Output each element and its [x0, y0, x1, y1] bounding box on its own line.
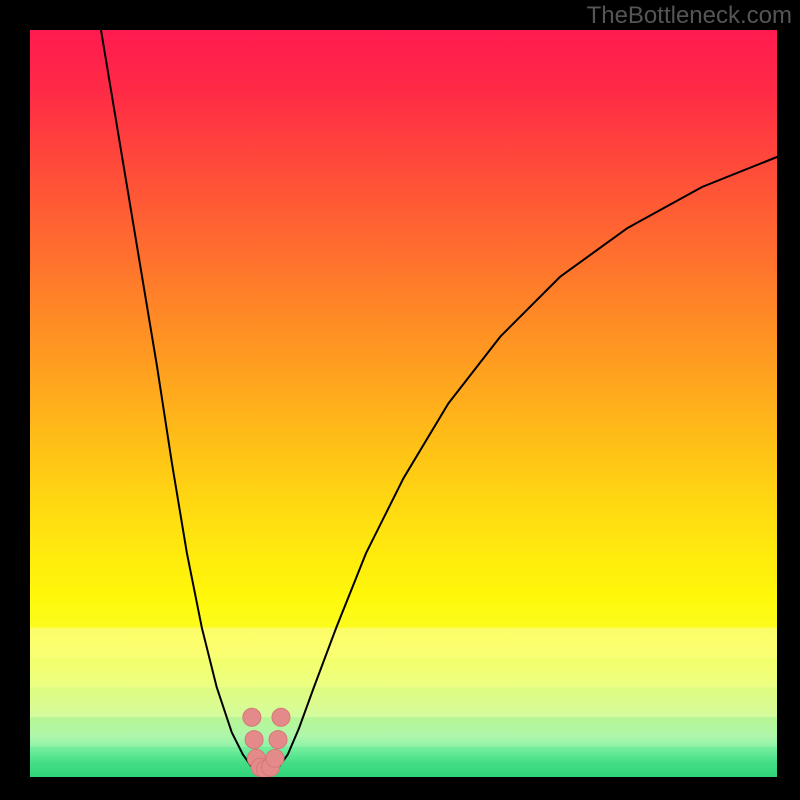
bottom-highlight-band: [30, 628, 777, 777]
valley-marker: [243, 708, 261, 726]
chart-outer-frame: TheBottleneck.com: [0, 0, 800, 800]
plot-svg: [30, 30, 777, 777]
valley-marker: [266, 749, 284, 767]
watermark-text: TheBottleneck.com: [587, 2, 792, 30]
plot-area: [30, 30, 777, 777]
valley-marker: [272, 708, 290, 726]
valley-marker: [269, 731, 287, 749]
valley-marker: [245, 731, 263, 749]
